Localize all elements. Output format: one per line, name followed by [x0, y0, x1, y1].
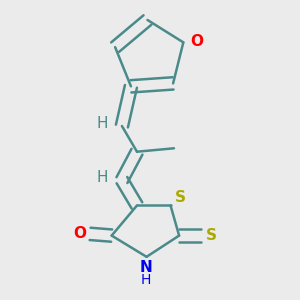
- Text: S: S: [206, 228, 217, 243]
- Text: H: H: [96, 116, 108, 131]
- Text: O: O: [73, 226, 86, 242]
- Text: H: H: [96, 170, 108, 185]
- Text: N: N: [140, 260, 152, 274]
- Text: O: O: [190, 34, 203, 49]
- Text: H: H: [141, 273, 151, 287]
- Text: S: S: [175, 190, 186, 206]
